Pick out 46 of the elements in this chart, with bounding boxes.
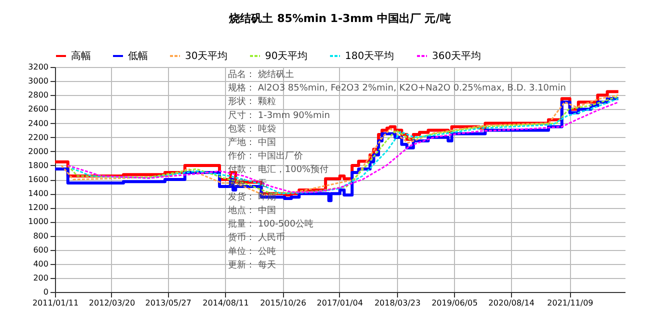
annotation: 尺寸： 1-3mm 90%min xyxy=(228,110,330,121)
x-tick-label: 2021/11/09 xyxy=(547,298,594,308)
x-tick-label: 2017/01/04 xyxy=(316,298,363,308)
x-tick-label: 2020/08/14 xyxy=(488,298,534,308)
legend-label: 高幅 xyxy=(71,50,91,62)
annotation: 规格： Al2O3 85%min, Fe2O3 2%min, K2O+Na2O 0.25%max, B.D. 3.10min xyxy=(228,82,566,94)
y-tick-label: 1600 xyxy=(28,175,48,184)
x-tick-label: 2013/05/27 xyxy=(145,298,192,308)
annotation: 品名： 烧结矾土 xyxy=(228,69,294,80)
y-tick-label: 0 xyxy=(43,288,48,296)
y-tick-label: 2800 xyxy=(28,90,48,100)
y-tick-label: 1200 xyxy=(28,203,48,212)
legend-label: 180天平均 xyxy=(345,50,394,62)
y-tick-label: 3200 xyxy=(28,62,48,72)
legend-label: 低幅 xyxy=(128,50,148,62)
x-tick-label: 2015/10/26 xyxy=(260,298,306,308)
y-tick-label: 2000 xyxy=(28,146,48,156)
x-tick-label: 2014/08/11 xyxy=(202,298,249,308)
y-tick-label: 2600 xyxy=(28,104,48,114)
annotation: 更新： 每天 xyxy=(228,259,276,270)
annotation: 产地： 中国 xyxy=(228,137,276,148)
x-tick-label: 2019/06/05 xyxy=(432,298,478,308)
x-tick-label: 2018/03/23 xyxy=(374,298,421,308)
y-tick-label: 2200 xyxy=(28,132,48,142)
legend-label: 30天平均 xyxy=(185,50,228,62)
y-tick-label: 400 xyxy=(33,259,48,268)
annotation: 货币： 人民币 xyxy=(228,232,285,244)
y-tick-label: 200 xyxy=(33,273,48,282)
annotation: 地点： 中国 xyxy=(227,205,276,216)
y-tick-label: 800 xyxy=(33,231,48,240)
annotation: 形状： 颗粒 xyxy=(228,96,276,108)
annotation: 作价： 中国出厂价 xyxy=(227,150,303,162)
x-tick-label: 2011/01/11 xyxy=(32,298,79,308)
legend-label: 90天平均 xyxy=(265,50,308,62)
y-tick-label: 600 xyxy=(33,245,48,254)
annotation: 单位： 公吨 xyxy=(228,246,276,257)
y-tick-label: 1000 xyxy=(28,217,48,226)
y-tick-label: 2400 xyxy=(28,118,48,128)
chart-title: 烧结矾土 85%min 1-3mm 中国出厂 元/吨 xyxy=(228,12,451,25)
annotation: 批量： 100-500公吨 xyxy=(228,218,314,230)
x-tick-label: 2012/03/20 xyxy=(88,298,136,308)
annotation: 包装： 吨袋 xyxy=(228,123,276,134)
y-tick-label: 1800 xyxy=(28,160,48,170)
y-tick-label: 3000 xyxy=(28,76,48,86)
y-tick-label: 1400 xyxy=(28,189,48,198)
legend-label: 360天平均 xyxy=(432,50,482,62)
